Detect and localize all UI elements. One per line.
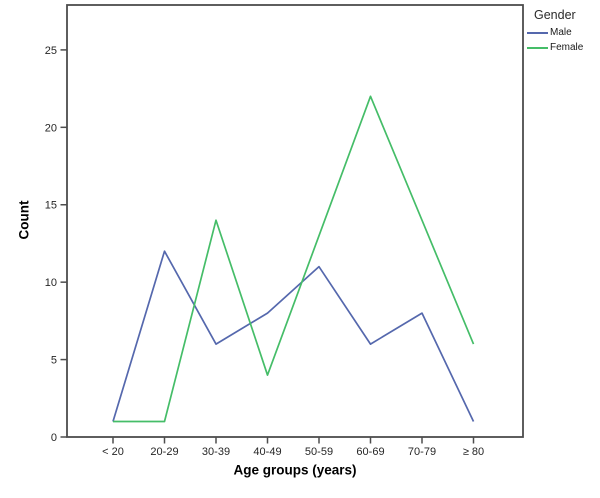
legend-item-label: Male bbox=[550, 27, 572, 38]
legend-item-label: Female bbox=[550, 42, 584, 53]
y-tick-label: 15 bbox=[45, 200, 57, 212]
x-tick-label: ≥ 80 bbox=[463, 446, 484, 458]
y-axis-title: Count bbox=[16, 200, 32, 240]
legend-line-sample bbox=[527, 46, 548, 49]
legend-line-sample bbox=[527, 31, 548, 34]
legend: Gender Male Female bbox=[527, 8, 583, 57]
x-tick-label: 50-59 bbox=[305, 446, 333, 458]
series-line-male bbox=[112, 250, 475, 422]
y-tick-label: 10 bbox=[45, 277, 57, 289]
y-tick-label: 25 bbox=[45, 45, 57, 57]
x-axis-title: Age groups (years) bbox=[233, 462, 357, 478]
series-line-female bbox=[113, 95, 475, 423]
x-tick-label: 60-69 bbox=[356, 446, 384, 458]
x-tick-label: 30-39 bbox=[202, 446, 230, 458]
x-tick-label: < 20 bbox=[102, 446, 124, 458]
y-tick-label: 20 bbox=[45, 122, 57, 134]
x-tick-label: 20-29 bbox=[150, 446, 178, 458]
y-tick-label: 5 bbox=[51, 355, 57, 367]
y-tick-label: 0 bbox=[51, 432, 57, 444]
legend-item-male: Male bbox=[527, 27, 583, 38]
legend-title: Gender bbox=[534, 8, 576, 22]
x-tick-label: 40-49 bbox=[253, 446, 281, 458]
plot-frame bbox=[66, 4, 524, 438]
legend-items: Male Female bbox=[527, 27, 583, 53]
x-tick-label: 70-79 bbox=[408, 446, 436, 458]
legend-item-female: Female bbox=[527, 42, 583, 53]
